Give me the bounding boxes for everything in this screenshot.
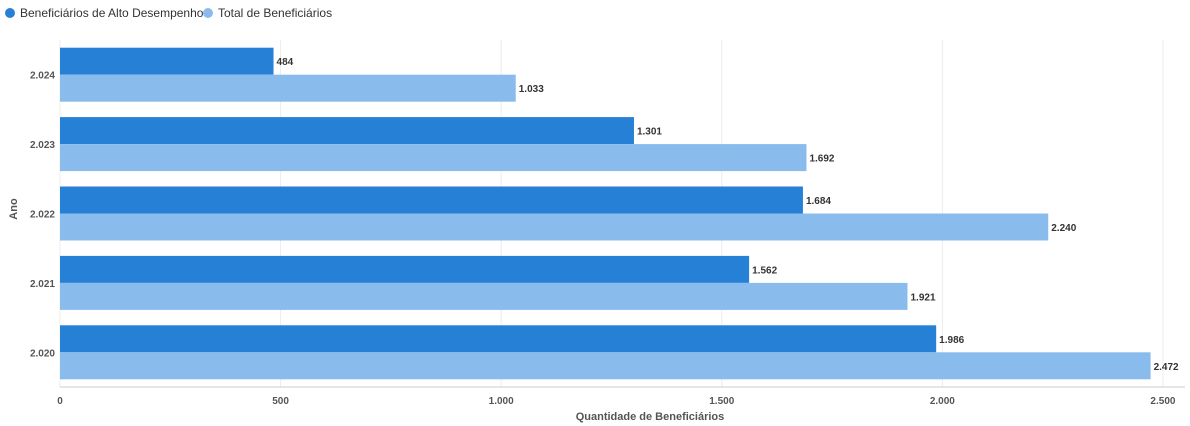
data-label: 484 bbox=[277, 57, 294, 68]
x-tick-label: 1.500 bbox=[709, 396, 734, 407]
bar-high-performance[interactable] bbox=[60, 186, 803, 214]
bars bbox=[60, 47, 1151, 380]
data-label: 1.692 bbox=[809, 154, 834, 165]
data-label: 2.240 bbox=[1051, 223, 1076, 234]
data-label: 1.562 bbox=[752, 265, 777, 276]
bar-high-performance[interactable] bbox=[60, 47, 274, 75]
y-tick-label: 2.020 bbox=[30, 348, 55, 359]
y-tick-label: 2.022 bbox=[30, 210, 55, 221]
bar-total[interactable] bbox=[60, 74, 516, 102]
bar-total[interactable] bbox=[60, 144, 807, 172]
legend-label-total[interactable]: Total de Beneficiários bbox=[218, 6, 332, 20]
data-label: 1.301 bbox=[637, 127, 662, 138]
x-tick-label: 500 bbox=[272, 396, 289, 407]
data-label: 2.472 bbox=[1154, 362, 1179, 373]
data-labels: 484 1.033 1.301 1.692 1.684 2.240 1.562 1.921 1.… bbox=[277, 57, 1180, 373]
x-tick-label: 2.000 bbox=[930, 396, 955, 407]
legend-marker-total[interactable] bbox=[203, 8, 213, 18]
x-tick-label: 2.500 bbox=[1150, 396, 1175, 407]
bar-high-performance[interactable] bbox=[60, 325, 937, 353]
data-label: 1.921 bbox=[911, 292, 936, 303]
legend: Beneficiários de Alto Desempenho Total d… bbox=[5, 6, 332, 20]
bar-total[interactable] bbox=[60, 282, 908, 310]
legend-marker-high-performance[interactable] bbox=[5, 8, 15, 18]
x-tick-label: 0 bbox=[57, 396, 63, 407]
y-tick-label: 2.021 bbox=[30, 279, 55, 290]
data-label: 1.684 bbox=[806, 196, 831, 207]
bar-high-performance[interactable] bbox=[60, 117, 634, 145]
data-label: 1.033 bbox=[519, 84, 544, 95]
y-tick-label: 2.023 bbox=[30, 140, 55, 151]
x-tick-label: 1.000 bbox=[489, 396, 514, 407]
x-axis-ticks: 0 500 1.000 1.500 2.000 2.500 bbox=[57, 396, 1176, 407]
y-axis-title: Ano bbox=[8, 198, 20, 220]
bar-total[interactable] bbox=[60, 213, 1049, 241]
y-tick-label: 2.024 bbox=[30, 71, 55, 82]
y-axis-ticks: 2.024 2.023 2.022 2.021 2.020 bbox=[30, 71, 55, 360]
bar-high-performance[interactable] bbox=[60, 255, 750, 283]
bar-total[interactable] bbox=[60, 352, 1151, 380]
x-axis-title: Quantidade de Beneficiários bbox=[576, 411, 725, 423]
data-label: 1.986 bbox=[939, 335, 964, 346]
legend-label-high-performance[interactable]: Beneficiários de Alto Desempenho bbox=[20, 6, 204, 20]
